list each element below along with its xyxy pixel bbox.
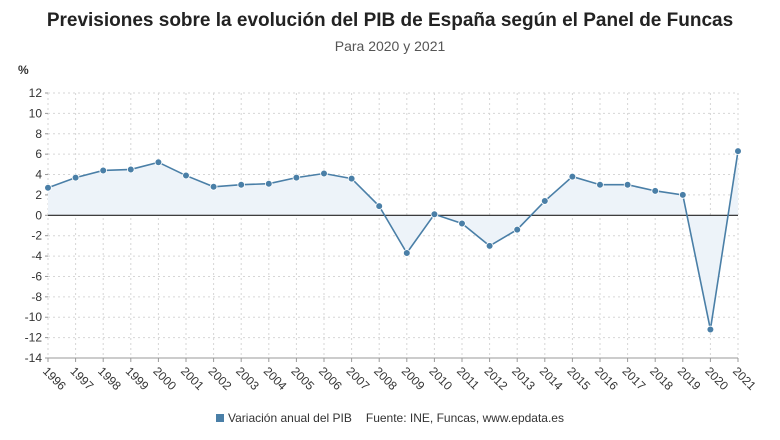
- x-tick-label: 2002: [206, 364, 235, 393]
- x-tick-label: 2001: [178, 364, 207, 393]
- chart-subtitle: Para 2020 y 2021: [334, 38, 446, 54]
- y-tick-label: -14: [25, 351, 43, 365]
- data-point-2015: [568, 172, 577, 181]
- area-fill: [48, 151, 738, 330]
- x-tick-label: 2018: [647, 364, 676, 393]
- chart-title: Previsiones sobre la evolución del PIB d…: [46, 10, 734, 31]
- footer: Variación anual del PIB Fuente: INE, Func…: [0, 411, 780, 425]
- y-tick-label: 4: [35, 168, 42, 182]
- x-tick-label: 2008: [371, 364, 400, 393]
- data-point-2008: [375, 202, 384, 210]
- data-point-2017: [623, 180, 632, 189]
- data-point-2009: [402, 249, 411, 257]
- y-tick-label: -4: [31, 249, 42, 263]
- x-tick-label: 2007: [344, 364, 373, 393]
- x-tick-label: 1999: [123, 364, 152, 393]
- x-tick-label: 1998: [95, 364, 124, 393]
- data-point-2005: [292, 173, 301, 182]
- data-point-2019: [678, 191, 687, 199]
- data-point-2013: [513, 225, 521, 234]
- x-tick-label: 2003: [233, 364, 262, 393]
- y-tick-label: 2: [35, 188, 42, 202]
- x-tick-label: 2016: [592, 364, 621, 393]
- x-tick-label: 2021: [730, 364, 759, 393]
- x-tick-label: 2019: [675, 364, 704, 393]
- series-line-variacion-pib: [47, 150, 739, 330]
- data-point-2021: [734, 147, 742, 155]
- x-tick-label: 1996: [40, 364, 69, 393]
- data-point-1998: [99, 166, 107, 175]
- data-point-2016: [596, 180, 604, 189]
- x-tick-label: 2009: [399, 364, 428, 393]
- y-axis-label: %: [18, 63, 29, 77]
- x-tick-label: 2011: [454, 364, 482, 392]
- source-text: Fuente: INE, Funcas, www.epdata.es: [365, 411, 564, 425]
- x-tick-label: 2014: [537, 364, 566, 393]
- data-point-2020: [706, 325, 715, 334]
- x-tick-label: 2000: [150, 364, 179, 393]
- x-tick-label: 2015: [564, 364, 593, 393]
- data-point-2010: [430, 210, 439, 219]
- x-tick-label: 2012: [482, 364, 511, 393]
- data-point-2001: [182, 171, 190, 180]
- data-point-1999: [127, 165, 135, 174]
- y-tick-label: 12: [29, 86, 43, 100]
- data-point-2007: [347, 174, 356, 183]
- y-tick-label: -6: [31, 269, 42, 283]
- data-point-2002: [209, 182, 218, 191]
- y-tick-label: 8: [35, 127, 42, 141]
- data-point-1996: [44, 183, 52, 192]
- legend-label: Variación anual del PIB: [228, 411, 352, 425]
- x-tick-label: 1997: [68, 364, 97, 393]
- y-axis-ticks: -14 -12 -10 -8 -6 -4 -2 0 2 4 6 8 10 12: [25, 86, 48, 365]
- y-tick-label: 6: [35, 147, 42, 161]
- x-tick-label: 2017: [620, 364, 649, 393]
- x-tick-label: 2013: [509, 364, 538, 393]
- data-point-2012: [485, 242, 494, 250]
- data-point-2014: [540, 197, 549, 205]
- x-tick-label: 2005: [288, 364, 317, 393]
- data-point-2011: [458, 219, 466, 228]
- data-point-2000: [154, 158, 163, 167]
- x-tick-label: 2006: [316, 364, 345, 393]
- x-tick-label: 2010: [426, 364, 455, 393]
- y-tick-label: 10: [29, 106, 43, 120]
- data-point-2003: [237, 180, 246, 189]
- data-point-2018: [651, 187, 659, 195]
- y-tick-label: 0: [35, 208, 42, 222]
- y-tick-label: -12: [25, 331, 43, 345]
- data-point-2006: [320, 169, 328, 178]
- x-tick-label: 2004: [261, 364, 290, 393]
- data-point-2004: [264, 179, 273, 188]
- x-axis-ticks: 1996199719981999200020012002200320042005…: [40, 358, 759, 393]
- y-tick-label: -2: [31, 229, 42, 243]
- y-tick-label: -8: [31, 290, 42, 304]
- data-points: [44, 147, 742, 334]
- y-tick-label: -10: [25, 310, 43, 324]
- x-tick-label: 2020: [702, 364, 731, 393]
- data-point-1997: [71, 173, 80, 182]
- legend-swatch: [216, 414, 225, 422]
